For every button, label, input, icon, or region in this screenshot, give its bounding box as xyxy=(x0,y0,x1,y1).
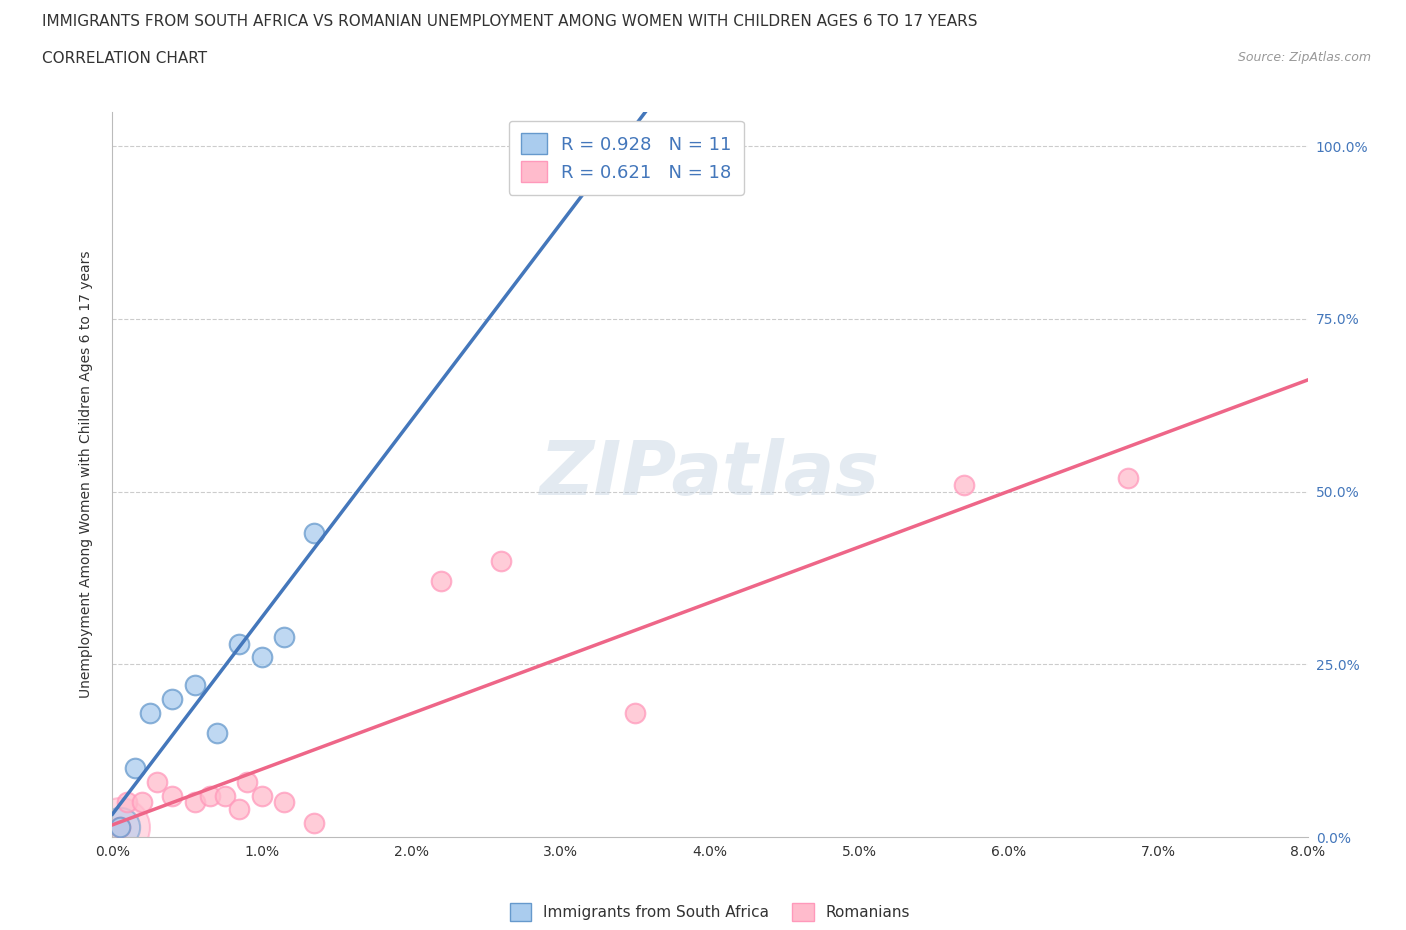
Point xyxy=(162,788,183,803)
Point xyxy=(302,816,325,830)
Text: ZIPatlas: ZIPatlas xyxy=(540,438,880,511)
Point xyxy=(146,775,169,790)
Text: Source: ZipAtlas.com: Source: ZipAtlas.com xyxy=(1237,51,1371,64)
Text: CORRELATION CHART: CORRELATION CHART xyxy=(42,51,207,66)
Point xyxy=(183,795,205,810)
Legend: Immigrants from South Africa, Romanians: Immigrants from South Africa, Romanians xyxy=(502,896,918,928)
Point xyxy=(273,630,295,644)
Point xyxy=(236,775,259,790)
Point xyxy=(250,788,273,803)
Point xyxy=(1118,471,1140,485)
Y-axis label: Unemployment Among Women with Children Ages 6 to 17 years: Unemployment Among Women with Children A… xyxy=(79,250,93,698)
Point xyxy=(108,819,131,834)
Point xyxy=(205,726,228,741)
Point xyxy=(624,705,647,720)
Point xyxy=(183,678,205,693)
Point xyxy=(214,788,236,803)
Point xyxy=(198,788,221,803)
Text: IMMIGRANTS FROM SOUTH AFRICA VS ROMANIAN UNEMPLOYMENT AMONG WOMEN WITH CHILDREN : IMMIGRANTS FROM SOUTH AFRICA VS ROMANIAN… xyxy=(42,14,977,29)
Point xyxy=(953,477,976,492)
Point xyxy=(162,691,183,706)
Point xyxy=(108,819,131,834)
Point xyxy=(250,650,273,665)
Point xyxy=(228,636,250,651)
Point xyxy=(228,802,250,817)
Point xyxy=(117,795,139,810)
Point xyxy=(273,795,295,810)
Point xyxy=(139,705,162,720)
Point xyxy=(131,795,153,810)
Point xyxy=(108,819,131,834)
Point xyxy=(489,553,512,568)
Point xyxy=(124,761,146,776)
Point xyxy=(302,525,325,540)
Point xyxy=(564,173,586,188)
Point xyxy=(430,574,453,589)
Point xyxy=(108,819,131,834)
